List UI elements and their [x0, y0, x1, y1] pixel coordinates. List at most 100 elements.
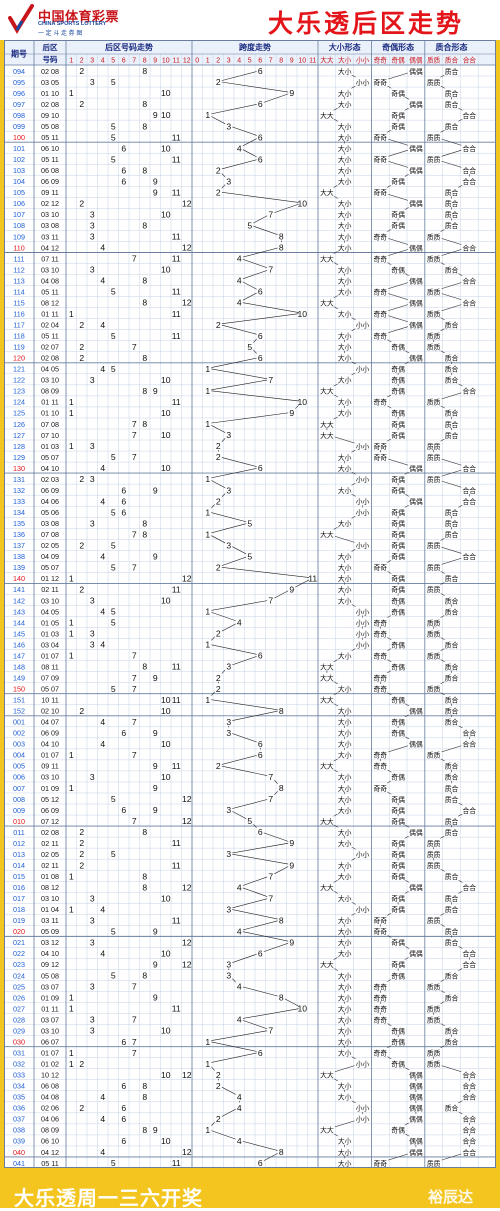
span-value-bg — [214, 440, 222, 451]
size-form: 大小 — [338, 1159, 352, 1168]
trend-number: 2 — [79, 1103, 84, 1113]
issue-number: 007 — [13, 784, 25, 793]
size-form-bg — [336, 286, 353, 296]
trend-number: 12 — [182, 198, 192, 208]
back-zone-numbers: 06 08 — [41, 166, 59, 175]
size-form: 小小 — [356, 640, 370, 649]
size-form-bg — [336, 397, 353, 406]
span-value: 7 — [268, 210, 273, 220]
parity-form-bg — [407, 99, 424, 109]
trend-number: 11 — [172, 1158, 181, 1168]
trend-number: 3 — [90, 232, 95, 242]
trend-number: 5 — [111, 1158, 116, 1168]
header-trend: 后区号码走势 — [105, 42, 153, 52]
size-form: 大小 — [338, 751, 352, 760]
parity-form: 奇奇 — [374, 1015, 388, 1024]
prime-form-bg — [443, 871, 460, 881]
trend-tick-label: 8 — [143, 58, 147, 65]
trend-number: 11 — [172, 309, 181, 319]
back-zone-numbers: 01 07 — [41, 651, 59, 660]
trend-number: 2 — [79, 1059, 84, 1069]
span-value-bg — [298, 1003, 306, 1013]
parity-form: 奇偶 — [391, 431, 405, 440]
trend-number: 5 — [111, 121, 116, 131]
prime-form: 质合 — [445, 607, 459, 616]
parity-form-bg — [407, 705, 424, 715]
parity-form-bg — [407, 198, 424, 208]
parity-form-bg — [372, 1158, 389, 1167]
size-form-bg — [336, 937, 353, 947]
prime-form: 质合 — [445, 784, 459, 793]
trend-number: 7 — [132, 254, 137, 264]
span-value-bg — [256, 738, 264, 748]
trend-number: 1 — [69, 309, 74, 319]
size-form-bg — [336, 750, 353, 759]
parity-form-bg — [390, 529, 407, 539]
size-form: 大小 — [338, 177, 352, 186]
trend-number: 5 — [111, 77, 116, 87]
prime-form-bg — [425, 617, 442, 627]
size-form: 大小 — [338, 729, 352, 738]
size-form: 大大 — [320, 431, 334, 440]
issue-number: 005 — [13, 762, 25, 771]
parity-form-bg — [372, 397, 389, 406]
trend-number: 4 — [100, 1114, 105, 1124]
parity-form: 奇偶 — [391, 177, 405, 186]
size-form-bg — [336, 154, 353, 164]
trend-number: 2 — [79, 474, 84, 484]
span-value-bg — [214, 672, 222, 682]
size-form: 大小 — [338, 596, 352, 605]
back-zone-numbers: 01 12 — [41, 574, 59, 583]
prime-form: 质合 — [445, 1104, 459, 1113]
size-form-bg — [318, 694, 335, 704]
issue-number: 150 — [13, 684, 25, 693]
prime-form-bg — [425, 474, 442, 484]
span-value: 5 — [247, 518, 252, 528]
trend-number: 7 — [132, 529, 137, 539]
trend-number: 4 — [100, 243, 105, 253]
prime-form: 质质 — [427, 651, 441, 660]
size-form: 大大 — [320, 254, 334, 263]
parity-form-bg — [372, 672, 389, 682]
size-form: 小小 — [356, 475, 370, 484]
span-value-bg — [214, 164, 222, 175]
size-form-bg — [354, 849, 371, 859]
prime-form: 质合 — [445, 662, 459, 671]
span-value-bg — [256, 330, 264, 340]
trend-number: 5 — [111, 331, 116, 341]
prime-form-bg — [461, 551, 478, 561]
span-value-bg — [288, 407, 296, 418]
trend-tick-label: 7 — [132, 58, 136, 65]
parity-form-bg — [372, 132, 389, 142]
prime-form: 质合 — [445, 696, 459, 705]
back-zone-numbers: 08 12 — [41, 883, 59, 892]
parity-form-bg — [407, 242, 424, 252]
prime-form-bg — [443, 99, 460, 109]
parity-form: 偶偶 — [409, 1071, 423, 1080]
trend-number: 4 — [100, 496, 105, 506]
span-value: 4 — [237, 254, 242, 264]
size-form-bg — [354, 617, 371, 627]
trend-number: 7 — [132, 562, 137, 572]
size-form: 大小 — [338, 1004, 352, 1013]
parity-form: 奇偶 — [391, 839, 405, 848]
size-form-bg — [336, 341, 353, 351]
span-value: 6 — [258, 1158, 263, 1168]
parity-form: 奇偶 — [391, 905, 405, 914]
size-form: 大小 — [338, 806, 352, 815]
parity-form-bg — [390, 341, 407, 351]
parity-form-bg — [372, 783, 389, 792]
trend-number: 10 — [161, 110, 171, 120]
parity-form: 偶偶 — [409, 199, 423, 208]
trend-number: 10 — [161, 949, 171, 959]
trend-number: 3 — [90, 893, 95, 903]
span-value: 3 — [226, 805, 231, 815]
prime-form-bg — [425, 540, 442, 550]
span-value: 1 — [205, 110, 210, 120]
issue-number: 036 — [13, 1104, 25, 1113]
span-value-bg — [235, 297, 243, 307]
parity-form: 偶偶 — [409, 166, 423, 175]
issue-number: 146 — [13, 640, 25, 649]
span-value-bg — [225, 120, 233, 131]
parity-form-bg — [372, 628, 389, 638]
